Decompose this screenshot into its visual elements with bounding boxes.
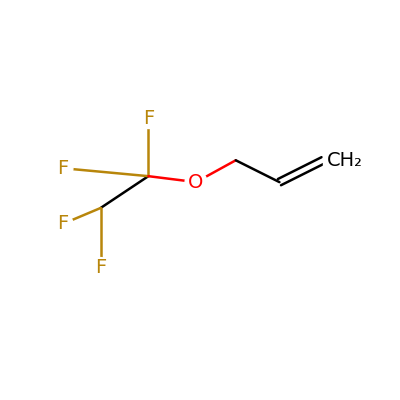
Text: CH₂: CH₂ — [327, 151, 363, 170]
Circle shape — [185, 171, 207, 193]
Text: F: F — [57, 159, 68, 178]
Text: F: F — [95, 258, 106, 277]
Bar — [323, 148, 361, 172]
Text: F: F — [143, 109, 154, 128]
Circle shape — [53, 158, 73, 178]
Circle shape — [53, 214, 73, 234]
Text: O: O — [188, 173, 204, 192]
Text: F: F — [57, 214, 68, 233]
Circle shape — [138, 109, 158, 128]
Circle shape — [91, 258, 111, 278]
